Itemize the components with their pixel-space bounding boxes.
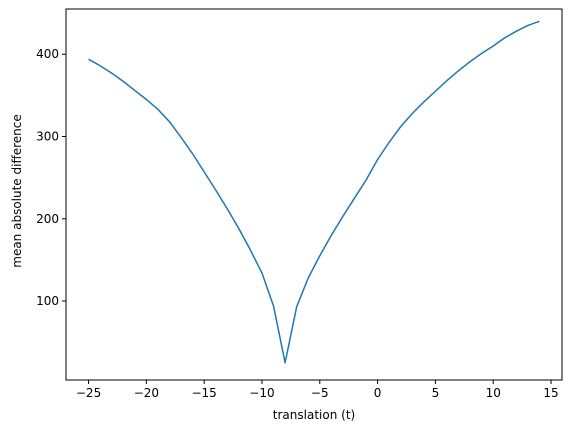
y-axis-label: mean absolute difference (10, 114, 24, 268)
y-tick-label: 400 (36, 47, 59, 61)
x-tick-label: −5 (311, 386, 329, 400)
x-tick-label: −25 (76, 386, 101, 400)
x-axis-label: translation (t) (273, 408, 355, 422)
x-tick-label: 15 (543, 386, 558, 400)
x-tick-label: −20 (134, 386, 159, 400)
y-tick-label: 200 (36, 212, 59, 226)
x-tick-label: −15 (191, 386, 216, 400)
x-tick-label: 10 (486, 386, 501, 400)
x-tick-label: −10 (249, 386, 274, 400)
axes-frame (65, 8, 563, 381)
y-tick-label: 100 (36, 294, 59, 308)
y-tick-label: 300 (36, 130, 59, 144)
x-tick-label: 0 (374, 386, 382, 400)
series-line-0 (88, 20, 540, 364)
x-tick-label: 5 (432, 386, 440, 400)
axis-ticks: −25 −20 −15 −10 −5 0 5 10 15 100 200 300 400 (36, 8, 563, 400)
plot-area (88, 20, 540, 364)
